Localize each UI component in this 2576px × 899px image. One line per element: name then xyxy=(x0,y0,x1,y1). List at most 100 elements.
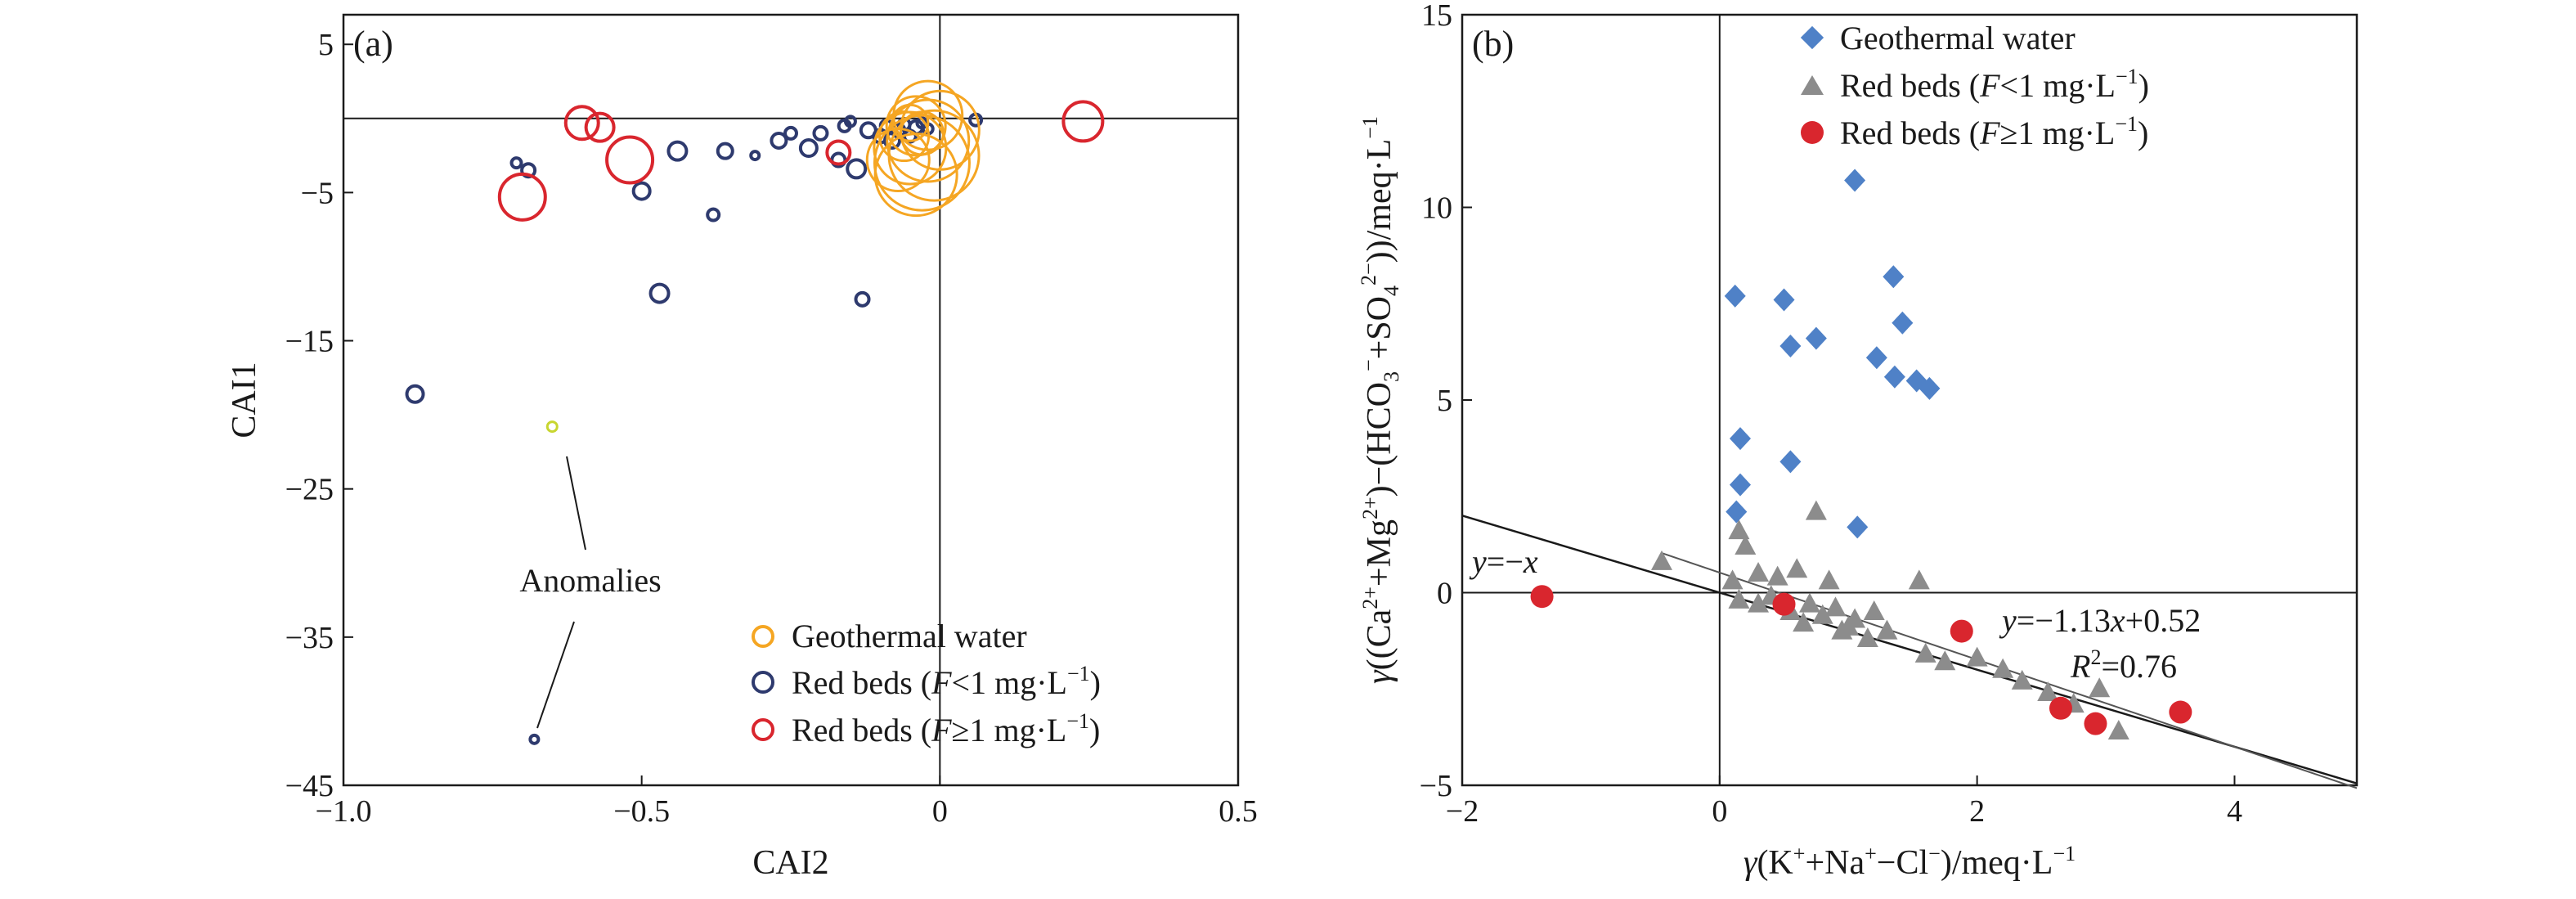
panel-b-y-tick-label: 15 xyxy=(1421,0,1452,33)
panel-b-x-tick-label: 2 xyxy=(1969,794,1985,829)
panel-b-point-redbeds-high xyxy=(2084,712,2107,735)
panel-a-point-redbeds-low xyxy=(716,142,734,160)
panel-b-point-geothermal xyxy=(1883,265,1905,289)
panel-b-point-redbeds-low xyxy=(1766,565,1788,586)
panel-b-label: (b) xyxy=(1472,24,1514,64)
line-label-y-eq-neg-x: y=−x xyxy=(1469,543,1538,580)
panel-b-point-redbeds-low xyxy=(1811,604,1833,624)
panel-b-point-redbeds-low xyxy=(1786,558,1808,578)
legend-b-geothermal-marker xyxy=(1800,25,1824,50)
panel-b-point-redbeds-low xyxy=(1838,615,1860,636)
panel-a-frame xyxy=(342,13,1240,787)
panel-b-point-redbeds-low xyxy=(2037,681,2059,701)
anomalies-label: Anomalies xyxy=(519,562,661,599)
legend-a-geothermal-marker xyxy=(752,625,774,648)
legend-b-geothermal-label: Geothermal water xyxy=(1840,20,2076,56)
panel-a-point-redbeds-low xyxy=(783,125,798,141)
panel-b-points xyxy=(1530,169,2192,740)
panel-b-x-axis-label: γ(K++Na+−Cl−)/meq·L−1 xyxy=(1744,842,2076,882)
panel-a-point-geothermal xyxy=(887,109,981,202)
panel-b-point-redbeds-low xyxy=(1824,596,1847,617)
panel-a-y-tick-label: −15 xyxy=(285,325,334,359)
panel-b-point-redbeds-low xyxy=(2011,669,2033,690)
panel-b-point-redbeds-low xyxy=(1908,569,1930,590)
panel-b-point-redbeds-low xyxy=(1856,627,1878,648)
panel-a-y-axis-label: CAI1 xyxy=(226,362,263,438)
panel-a-point-redbeds-high xyxy=(584,111,616,143)
panel-a-point-redbeds-high xyxy=(497,172,547,222)
panel-a-anomaly-point xyxy=(545,420,559,434)
panel-b-point-redbeds-low xyxy=(1728,519,1750,540)
panel-b-point-redbeds-low xyxy=(2107,720,2129,740)
panel-b-point-redbeds-high xyxy=(2169,700,2192,724)
panel-b-point-redbeds-low xyxy=(1934,650,1956,671)
line-label-r2: R2=0.76 xyxy=(2070,645,2177,685)
legend-b-redbeds-low-label: Red beds (F<1 mg·L−1) xyxy=(1840,65,2149,104)
panel-b-point-geothermal xyxy=(1847,515,1869,539)
panel-a-y-tick-label: −35 xyxy=(285,621,334,655)
panel-a-point-redbeds-low xyxy=(405,384,425,404)
panel-a-point-redbeds-high xyxy=(1061,100,1105,143)
panel-b-point-geothermal xyxy=(1730,427,1752,451)
panel-b-point-redbeds-high xyxy=(2049,696,2072,720)
panel-a-point-redbeds-low xyxy=(528,733,541,745)
panel-a-point-redbeds-low xyxy=(854,290,871,308)
panel-a-legend: Geothermal water Red beds (F<1 mg·L−1) R… xyxy=(752,618,1101,748)
panel-b-point-redbeds-low xyxy=(1863,600,1885,621)
legend-a-redbeds-low-label: Red beds (F<1 mg·L−1) xyxy=(792,662,1101,701)
panel-a-point-redbeds-low xyxy=(812,124,829,142)
panel-b: −2 0 2 4 −5 0 5 10 15 (b) y=−x y=−1.13x+0.52 R2=… xyxy=(1357,0,2358,882)
anomalies-pointer-lower xyxy=(536,621,575,729)
panel-b-point-geothermal xyxy=(1892,311,1914,335)
panel-b-point-redbeds-low xyxy=(1735,534,1757,555)
panel-b-point-redbeds-low xyxy=(1748,592,1770,613)
panel-a-x-tick-label: 0.5 xyxy=(1218,794,1258,829)
anomalies-annotation: Anomalies xyxy=(519,456,662,729)
panel-b-point-geothermal xyxy=(1779,335,1802,358)
panel-a-point-geothermal xyxy=(891,103,930,142)
panel-b-point-redbeds-low xyxy=(1748,561,1770,582)
panel-b-point-redbeds-low xyxy=(1818,569,1840,590)
panel-a-point-redbeds-low xyxy=(798,138,819,159)
panel-a-point-redbeds-low xyxy=(648,282,671,304)
panel-a-ticks: −1.0 −0.5 0 0.5 5 −5 −15 −25 −35 −45 xyxy=(285,28,1258,829)
panel-b-fit-lines xyxy=(1461,515,2358,789)
panel-a-point-redbeds-low xyxy=(770,131,788,150)
panel-b-point-redbeds-high xyxy=(1950,619,1973,643)
panel-a-point-geothermal xyxy=(873,114,971,212)
panel-b-y-axis-label: γ((Ca2++Mg2+)−(HCO3−+SO42−))/meq·L−1 xyxy=(1357,116,1403,684)
panel-b-point-geothermal xyxy=(1805,326,1827,350)
panel-a-point-redbeds-low xyxy=(509,156,523,170)
panel-a-point-geothermal xyxy=(865,128,931,193)
panel-a-label: (a) xyxy=(353,24,393,64)
panel-b-point-redbeds-low xyxy=(1966,646,1988,667)
panel-b-y-tick-label: −5 xyxy=(1420,769,1452,803)
legend-a-geothermal-label: Geothermal water xyxy=(792,618,1027,654)
legend-a-redbeds-low-marker xyxy=(752,671,774,694)
panel-b-x-tick-label: −2 xyxy=(1446,794,1479,829)
panel-a-point-redbeds-low xyxy=(706,207,721,223)
line-y-eq-neg-x xyxy=(1461,515,2358,784)
panel-b-point-redbeds-low xyxy=(1992,658,2014,678)
legend-a-redbeds-high-marker xyxy=(752,718,774,741)
panel-b-point-geothermal xyxy=(1726,500,1748,524)
panel-b-point-redbeds-low xyxy=(1876,619,1898,640)
panel-b-x-tick-label: 0 xyxy=(1712,794,1727,829)
panel-b-point-geothermal xyxy=(1919,376,1941,400)
panel-a-x-tick-label: −0.5 xyxy=(613,794,670,829)
panel-a: −1.0 −0.5 0 0.5 5 −5 −15 −25 −35 −45 (a) CAI2 CAI… xyxy=(226,13,1258,882)
panel-a-x-axis-label: CAI2 xyxy=(752,844,828,882)
panel-a-y-tick-label: 5 xyxy=(318,28,334,62)
panel-b-point-geothermal xyxy=(1844,169,1866,192)
panel-a-point-redbeds-low xyxy=(631,181,652,201)
legend-b-redbeds-low-marker xyxy=(1801,75,1824,95)
panel-a-reference-lines xyxy=(343,15,1238,785)
panel-b-point-geothermal xyxy=(1883,365,1905,389)
panel-b-y-tick-label: 10 xyxy=(1421,191,1452,226)
panel-a-point-redbeds-high xyxy=(605,135,655,185)
panel-b-point-redbeds-low xyxy=(1914,642,1936,663)
panel-a-point-redbeds-high xyxy=(563,105,600,142)
panel-a-x-tick-label: −1.0 xyxy=(316,794,372,829)
panel-a-point-geothermal xyxy=(899,89,981,171)
